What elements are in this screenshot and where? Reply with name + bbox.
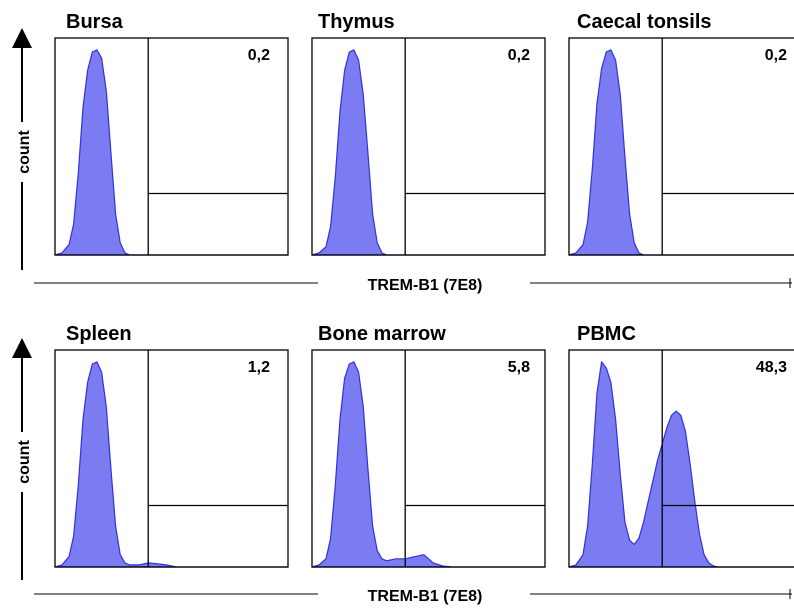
panel-thymus: Thymus 0,2: [311, 11, 546, 256]
panel-caecal-tonsils: Caecal tonsils 0,2: [568, 11, 794, 256]
panel-title: Bursa: [66, 11, 124, 33]
panel-title: Caecal tonsils: [577, 11, 712, 33]
percent-label: 0,2: [508, 47, 530, 64]
histogram-area: [568, 361, 794, 568]
count-axis-label-bg-row2: [12, 432, 34, 492]
percent-label: 0,2: [765, 47, 787, 64]
histogram-area: [311, 49, 546, 256]
x-axis-label-bg-row2: [318, 583, 530, 607]
panel-frame: [568, 37, 794, 256]
count-axis-label-bg-row1: [12, 122, 34, 182]
panel-frame: [54, 349, 289, 568]
panel-pbmc: PBMC 48,3: [568, 323, 794, 568]
histogram-area: [54, 361, 289, 568]
panel-bursa: Bursa 0,2: [54, 11, 289, 256]
count-axis-label-row1: count: [16, 130, 33, 174]
percent-label: 5,8: [508, 359, 530, 376]
panel-title: PBMC: [577, 323, 636, 345]
panel-title: Spleen: [66, 323, 132, 345]
x-axis-label-row1: TREM-B1 (7E8): [368, 277, 483, 294]
x-axis-label-row2: TREM-B1 (7E8): [368, 588, 483, 605]
panel-frame: [311, 37, 546, 256]
panel-bone-marrow: Bone marrow 5,8: [311, 323, 546, 568]
count-axis-label-row2: count: [16, 440, 33, 484]
percent-label: 1,2: [248, 359, 270, 376]
percent-label: 0,2: [248, 47, 270, 64]
percent-label: 48,3: [756, 359, 787, 376]
panel-frame: [568, 349, 794, 568]
histogram-area: [311, 361, 546, 568]
panel-title: Thymus: [318, 11, 395, 33]
panel-title: Bone marrow: [318, 323, 446, 345]
panel-frame: [311, 349, 546, 568]
panel-spleen: Spleen 1,2: [54, 323, 289, 568]
panel-frame: [54, 37, 289, 256]
histogram-area: [54, 49, 289, 256]
x-axis-label-bg-row1: [318, 272, 530, 296]
histogram-area: [568, 49, 794, 256]
